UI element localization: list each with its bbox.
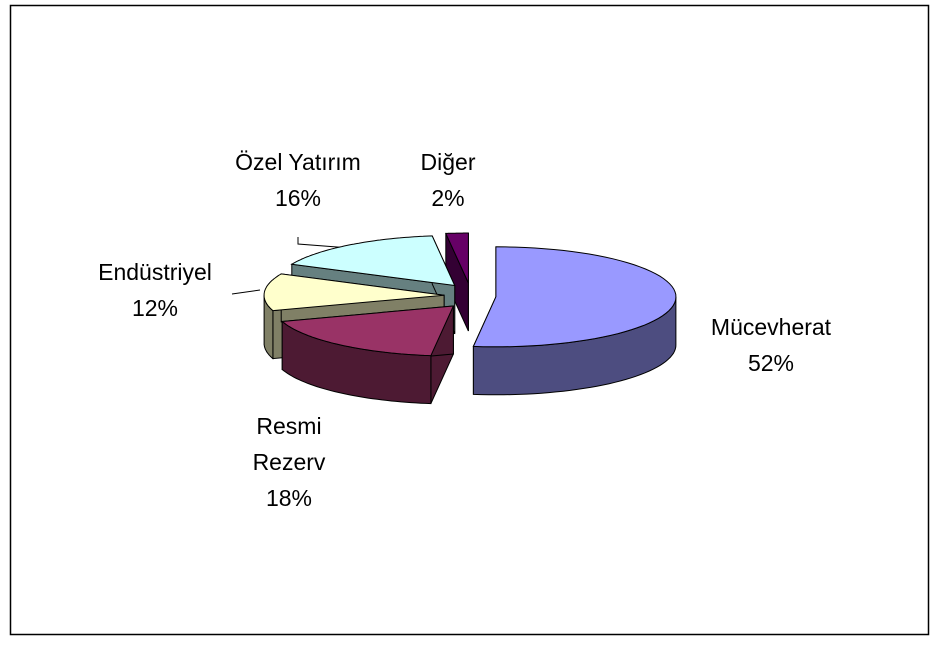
category-name: Resmi Rezerv — [252, 413, 326, 475]
value-label: 12% — [131, 295, 179, 321]
leader-line — [297, 237, 351, 249]
category-name: Diğer — [420, 149, 476, 175]
pie-slice — [472, 246, 677, 348]
pie — [263, 232, 677, 405]
category-name: Endüstriyel — [98, 259, 212, 285]
value-label: 2% — [431, 185, 465, 211]
data-label: Resmi Rezerv 18% — [244, 408, 334, 516]
data-label: Endüstriyel 12% — [65, 254, 245, 326]
value-label: 18% — [265, 485, 313, 511]
value-label: 16% — [274, 185, 322, 211]
leader-line — [231, 289, 261, 295]
data-label: Mücevherat 52% — [691, 309, 851, 381]
chart-frame — [9, 4, 930, 636]
data-label: Özel Yatırım 16% — [198, 144, 398, 216]
data-label: Diğer 2% — [398, 144, 498, 216]
pie-slice — [280, 305, 455, 357]
pie-slice — [263, 273, 445, 312]
category-name: Özel Yatırım — [235, 149, 361, 175]
value-label: 52% — [747, 350, 795, 376]
pie-slice — [445, 232, 469, 284]
pie-slice — [290, 235, 456, 287]
category-name: Mücevherat — [710, 314, 832, 340]
